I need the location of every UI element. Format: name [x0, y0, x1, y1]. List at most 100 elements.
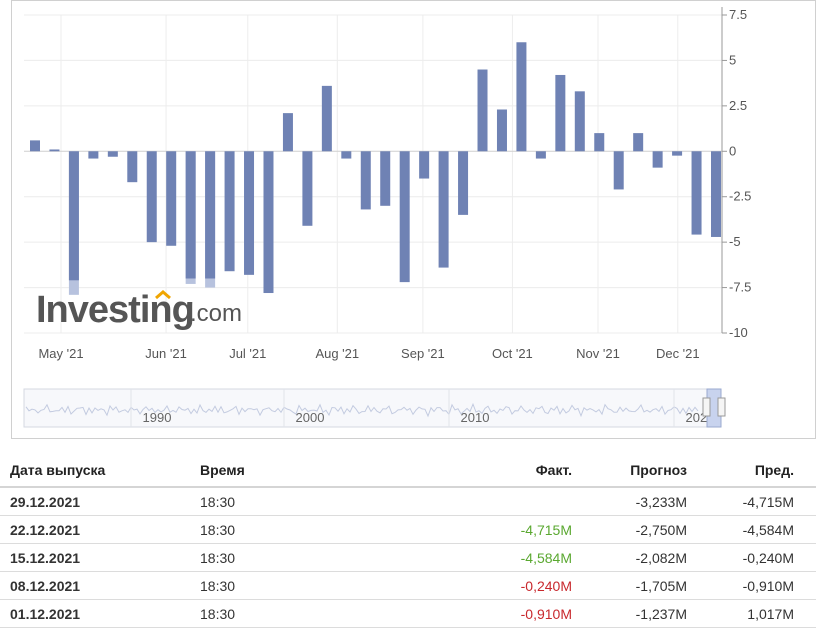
bar	[516, 42, 527, 152]
y-tick-label: 5	[729, 52, 736, 67]
bar	[438, 151, 449, 268]
bar	[633, 133, 644, 152]
cell-date: 08.12.2021	[0, 571, 200, 600]
y-tick-label: -2.5	[729, 189, 751, 204]
cell-date: 15.12.2021	[0, 543, 200, 572]
bar	[146, 151, 157, 243]
navigator-right-handle[interactable]	[717, 397, 726, 417]
bar	[594, 133, 605, 152]
table-row: 01.12.2021 18:30 -0,910M -1,237M 1,017M	[0, 599, 816, 628]
cell-date: 29.12.2021	[0, 487, 200, 516]
cell-prev: -0,240M	[687, 543, 816, 572]
cell-forecast: -3,233M	[572, 487, 687, 516]
bar	[263, 151, 274, 294]
logo-brand: Investing	[36, 289, 194, 331]
vertical-gridlines	[60, 15, 679, 333]
table-header-row: Дата выпуска Время Факт. Прогноз Пред.	[0, 454, 816, 488]
x-tick-label: Sep '21	[401, 346, 445, 361]
navigator-series-line	[25, 402, 699, 418]
y-tick-label: -7.5	[729, 280, 751, 295]
bar	[244, 151, 255, 275]
cell-forecast: -1,705M	[572, 571, 687, 600]
bar	[613, 151, 624, 190]
x-tick-label: Aug '21	[315, 346, 359, 361]
cell-time: 18:30	[200, 599, 390, 628]
chart-area: Investing .com 7.5 5 2.5 0 -2.5 -5 -7.5 -10 May…	[11, 0, 816, 439]
cell-time: 18:30	[200, 571, 390, 600]
bar	[205, 151, 216, 279]
cell-time: 18:30	[200, 515, 390, 544]
bar	[127, 151, 138, 183]
bar	[30, 140, 40, 152]
bar	[88, 151, 99, 159]
y-axis: 7.5 5 2.5 0 -2.5 -5 -7.5 -10	[721, 7, 751, 340]
navigator-tick-label: 2000	[296, 410, 325, 425]
header-forecast[interactable]: Прогноз	[572, 454, 687, 488]
table-row: 15.12.2021 18:30 -4,584M -2,082M -0,240M	[0, 543, 816, 572]
cell-prev: -4,584M	[687, 515, 816, 544]
bar	[321, 85, 332, 152]
bar	[68, 151, 79, 281]
history-table: Дата выпуска Время Факт. Прогноз Пред. 2…	[0, 454, 816, 628]
bar	[399, 151, 410, 283]
cell-prev: -0,910M	[687, 571, 816, 600]
investing-logo: Investing .com	[36, 289, 242, 331]
cell-fact: -4,584M	[390, 543, 572, 572]
cell-prev: -4,715M	[687, 487, 816, 516]
bar-chart: Investing .com 7.5 5 2.5 0 -2.5 -5 -7.5 -10 May…	[11, 0, 816, 439]
table-row: 29.12.2021 18:30 -3,233M -4,715M	[0, 487, 816, 516]
bar	[185, 151, 196, 279]
header-time[interactable]: Время	[200, 454, 390, 488]
x-tick-label: Dec '21	[656, 346, 700, 361]
cell-time: 18:30	[200, 543, 390, 572]
bar	[458, 151, 469, 215]
cell-fact: -0,240M	[390, 571, 572, 600]
x-tick-label: Jul '21	[229, 346, 266, 361]
bar	[49, 149, 60, 152]
navigator[interactable]: 1990 2000 2010 2020	[23, 388, 726, 428]
bar	[380, 151, 391, 206]
bar	[302, 151, 313, 226]
x-tick-label: Oct '21	[492, 346, 533, 361]
bar	[535, 151, 546, 159]
header-fact[interactable]: Факт.	[390, 454, 572, 488]
cell-time: 18:30	[200, 487, 390, 516]
cell-fact: -4,715M	[390, 515, 572, 544]
bar	[107, 151, 118, 157]
header-date[interactable]: Дата выпуска	[0, 454, 200, 488]
bar	[652, 151, 663, 168]
cell-date: 01.12.2021	[0, 599, 200, 628]
bar	[166, 151, 177, 246]
cell-date: 22.12.2021	[0, 515, 200, 544]
logo-suffix: .com	[190, 300, 242, 327]
header-prev[interactable]: Пред.	[687, 454, 816, 488]
bar	[477, 69, 488, 152]
x-tick-label: Nov '21	[576, 346, 620, 361]
bar	[711, 151, 721, 237]
y-tick-label: -10	[729, 325, 748, 340]
navigator-tick-label: 2010	[461, 410, 490, 425]
bars-group	[30, 42, 721, 295]
logo-mark-icon	[155, 290, 171, 300]
x-tick-label: Jun '21	[145, 346, 187, 361]
navigator-tick-label: 1990	[143, 410, 172, 425]
cell-forecast: -2,750M	[572, 515, 687, 544]
bar	[574, 91, 585, 152]
bar	[224, 151, 235, 272]
y-tick-label: 2.5	[729, 98, 747, 113]
navigator-left-handle[interactable]	[702, 397, 711, 417]
horizontal-gridlines	[24, 14, 722, 334]
table-row: 22.12.2021 18:30 -4,715M -2,750M -4,584M	[0, 515, 816, 544]
x-axis: May '21 Jun '21 Jul '21 Aug '21 Sep '21 Oct '…	[38, 346, 699, 361]
navigator-track	[23, 388, 719, 428]
cell-forecast: -1,237M	[572, 599, 687, 628]
bar	[341, 151, 352, 159]
cell-forecast: -2,082M	[572, 543, 687, 572]
y-tick-label: -5	[729, 234, 741, 249]
y-tick-label: 7.5	[729, 7, 747, 22]
cell-fact: -0,910M	[390, 599, 572, 628]
cell-fact	[390, 487, 572, 516]
x-tick-label: May '21	[38, 346, 83, 361]
cell-prev: 1,017M	[687, 599, 816, 628]
bar	[555, 74, 566, 152]
